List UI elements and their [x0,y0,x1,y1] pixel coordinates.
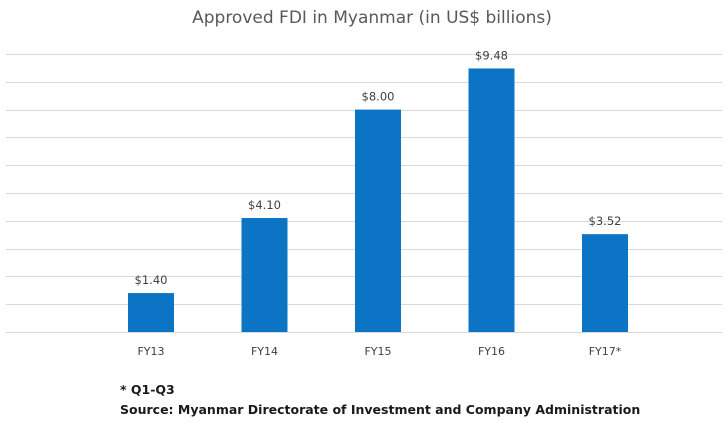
footnote: * Q1-Q3 [120,382,175,397]
x-tick-label: FY15 [364,345,391,358]
fdi-bar-chart: Approved FDI in Myanmar (in US$ billions… [6,8,722,358]
x-tick-label: FY13 [137,345,164,358]
x-tick-label: FY17* [589,345,622,358]
x-tick-label: FY14 [251,345,278,358]
chart-notes: * Q1-Q3 Source: Myanmar Directorate of I… [120,380,640,420]
bar-fy14 [241,218,288,332]
data-labels: $1.40 $4.10 $8.00 $9.48 $3.52 [135,48,622,287]
bar-fy13 [128,293,174,332]
data-label: $9.48 [475,48,508,62]
bars [128,68,628,333]
bar-fy16 [468,68,515,333]
data-label: $4.10 [248,198,281,212]
bar-fy17 [582,234,628,332]
chart-title: Approved FDI in Myanmar (in US$ billions… [192,8,552,28]
data-label: $1.40 [135,273,168,287]
source-note: Source: Myanmar Directorate of Investmen… [120,402,641,417]
data-label: $8.00 [362,90,395,104]
x-tick-label: FY16 [478,345,505,358]
bar-fy15 [355,109,401,332]
x-axis-tick-labels: FY13 FY14 FY15 FY16 FY17* [137,345,621,358]
data-label: $3.52 [589,214,622,228]
